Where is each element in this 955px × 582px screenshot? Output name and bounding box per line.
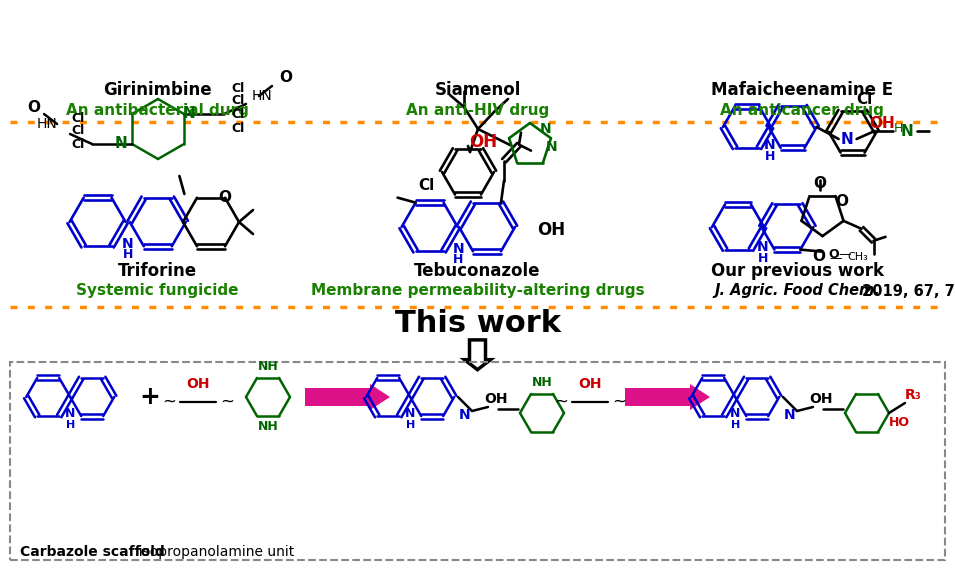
Text: NH: NH (258, 360, 278, 374)
Text: Mafaicheenamine E: Mafaicheenamine E (711, 81, 893, 99)
Text: Girinimbine: Girinimbine (103, 81, 212, 99)
Text: N: N (546, 140, 558, 154)
Text: Cl: Cl (857, 93, 873, 107)
Text: H: H (731, 420, 740, 430)
Text: Systemic fungicide: Systemic fungicide (76, 283, 239, 299)
Text: HN: HN (36, 117, 57, 131)
Text: H: H (894, 122, 903, 136)
Text: O: O (279, 70, 292, 86)
Text: OH: OH (186, 377, 210, 391)
Text: O: O (813, 176, 826, 191)
Text: Siamenol: Siamenol (435, 81, 520, 99)
Text: Carbazole scaffold: Carbazole scaffold (20, 545, 165, 559)
Text: HO: HO (888, 417, 909, 430)
Text: O: O (27, 101, 40, 115)
Text: ~: ~ (554, 393, 568, 411)
Text: ~: ~ (220, 393, 234, 411)
Text: N: N (459, 408, 471, 422)
Text: N: N (757, 240, 769, 254)
Text: N: N (405, 407, 415, 420)
Text: N: N (764, 139, 775, 152)
Text: Cl: Cl (72, 112, 85, 125)
Text: O: O (828, 248, 839, 261)
Text: OH: OH (809, 392, 833, 406)
Text: Cl: Cl (231, 81, 244, 94)
Text: Cl: Cl (417, 178, 434, 193)
Text: An anti-HIV drug: An anti-HIV drug (406, 103, 549, 118)
FancyArrow shape (305, 384, 390, 410)
Text: N: N (122, 237, 134, 251)
Text: H: H (453, 253, 463, 267)
Text: R₃: R₃ (904, 388, 922, 402)
Text: Tebuconazole: Tebuconazole (414, 262, 541, 279)
Text: N: N (784, 408, 796, 422)
Text: An anticancer drug: An anticancer drug (720, 103, 884, 118)
Text: H: H (765, 150, 775, 163)
Text: Cl: Cl (231, 94, 244, 107)
Text: J. Agric. Food Chem.: J. Agric. Food Chem. (714, 283, 881, 299)
Text: OH: OH (870, 115, 896, 130)
Text: isopropanolamine unit: isopropanolamine unit (130, 545, 294, 559)
Text: N: N (730, 407, 740, 420)
Text: H: H (406, 420, 414, 430)
Text: CH₃: CH₃ (847, 252, 868, 262)
Text: +: + (139, 385, 160, 409)
Text: H: H (122, 249, 133, 261)
Text: OH: OH (537, 221, 565, 239)
Text: HN: HN (252, 89, 273, 103)
Text: N: N (182, 107, 196, 122)
Text: Membrane permeability-altering drugs: Membrane permeability-altering drugs (310, 283, 645, 299)
Bar (10, 362, 945, 560)
Text: Our previous work: Our previous work (711, 262, 884, 279)
Text: NH: NH (258, 421, 278, 434)
Text: ~: ~ (162, 393, 176, 411)
Text: H: H (66, 420, 74, 430)
Text: N: N (840, 132, 853, 147)
Text: H: H (757, 251, 768, 265)
Text: N: N (541, 122, 552, 136)
FancyArrow shape (464, 340, 491, 370)
Text: Cl: Cl (72, 137, 85, 151)
Text: Cl: Cl (72, 123, 85, 137)
Text: This work: This work (394, 308, 561, 338)
Text: —: — (838, 248, 851, 261)
Text: NH: NH (532, 377, 552, 389)
FancyArrow shape (625, 384, 710, 410)
Text: N: N (901, 123, 913, 139)
Text: Cl: Cl (231, 122, 244, 134)
Text: N: N (453, 242, 464, 256)
Text: OH: OH (484, 392, 508, 406)
Text: —: — (829, 253, 841, 265)
Text: N: N (115, 137, 127, 151)
Text: O: O (812, 250, 825, 264)
Text: OH: OH (578, 377, 602, 391)
Text: An antibacterial durg: An antibacterial durg (66, 103, 249, 118)
Text: ~: ~ (612, 393, 626, 411)
Text: N: N (65, 407, 75, 420)
Text: Cl: Cl (231, 108, 244, 120)
Text: 2019, 67, 7512-7525.: 2019, 67, 7512-7525. (858, 283, 955, 299)
Text: Triforine: Triforine (118, 262, 197, 279)
Text: O: O (836, 193, 848, 208)
Text: O: O (219, 190, 231, 205)
Text: OH: OH (469, 133, 497, 151)
